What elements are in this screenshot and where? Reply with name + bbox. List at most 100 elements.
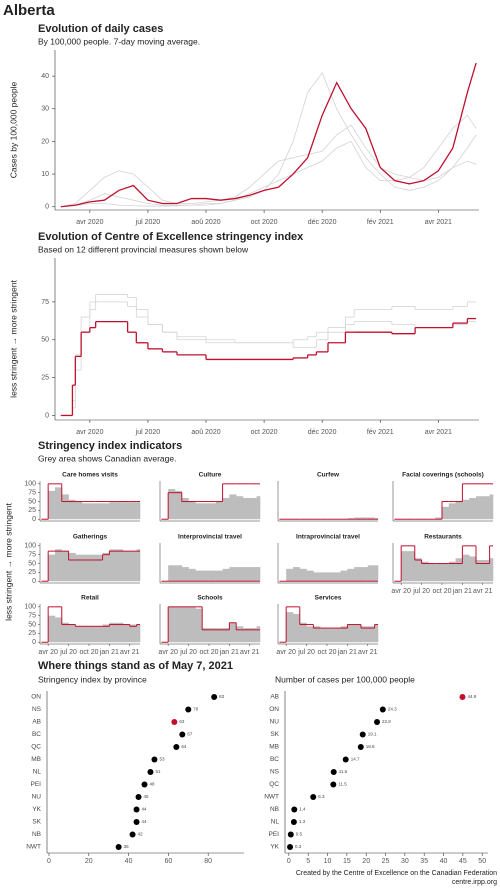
average-area	[462, 554, 470, 582]
average-area	[116, 549, 124, 582]
average-area	[441, 563, 450, 582]
panel-title: Culture	[199, 472, 222, 479]
average-area	[333, 628, 341, 643]
y-tick-label: 100	[24, 604, 36, 611]
average-area	[256, 626, 261, 643]
value-label: 11.5	[338, 782, 347, 787]
value-label: 1.4	[299, 807, 306, 812]
average-area	[136, 549, 141, 582]
x-tick-label: 50	[478, 858, 486, 865]
x-tick-label: déc 2020	[308, 219, 337, 226]
average-area	[401, 551, 409, 582]
dot	[459, 694, 466, 700]
x-tick-label: fév 2021	[367, 219, 394, 226]
average-area	[313, 626, 321, 643]
average-area	[340, 626, 348, 643]
average-area	[188, 501, 196, 520]
average-area	[354, 567, 362, 582]
series-line	[60, 62, 477, 208]
value-label: 42	[138, 832, 144, 837]
x-tick-label: 40	[125, 858, 133, 865]
series-line	[60, 124, 477, 208]
value-label: 6.3	[318, 794, 325, 799]
value-label: 64	[181, 744, 187, 749]
y-tick-label: 25	[28, 569, 36, 576]
average-area	[229, 494, 237, 520]
dot	[141, 781, 148, 788]
average-area	[215, 570, 223, 582]
average-area	[129, 502, 137, 520]
average-area	[292, 613, 301, 643]
chart-title: Stringency index indicators	[38, 440, 182, 452]
average-area	[116, 502, 124, 520]
average-area	[407, 551, 416, 582]
category-label: PEI	[269, 831, 280, 838]
category-label: NL	[271, 819, 280, 826]
x-tick-label: avr 20	[38, 649, 58, 656]
panel-title: Interprovincial travel	[178, 534, 242, 541]
average-area	[299, 568, 307, 582]
average-area	[195, 570, 203, 582]
dot	[115, 844, 122, 850]
average-area	[181, 567, 189, 582]
average-area	[326, 572, 335, 582]
category-label: YK	[32, 806, 41, 813]
category-label: MB	[31, 756, 41, 763]
average-area	[489, 558, 494, 582]
average-area	[82, 554, 90, 582]
average-area	[229, 622, 237, 643]
average-area	[174, 565, 183, 582]
average-area	[129, 551, 137, 582]
average-area	[249, 567, 257, 582]
category-label: NU	[270, 719, 280, 726]
average-area	[475, 496, 484, 520]
dot	[379, 706, 386, 713]
x-tick-label: jan 21	[337, 649, 357, 656]
category-label: QC	[269, 781, 279, 788]
x-tick-label: jul 20	[179, 649, 197, 656]
average-area	[122, 551, 131, 582]
average-area	[306, 570, 314, 582]
average-area	[441, 506, 450, 520]
category-label: SK	[270, 731, 279, 738]
y-tick-label: 10	[41, 171, 49, 178]
x-tick-label: avr 2020	[76, 429, 103, 436]
dot	[310, 794, 317, 800]
dot	[291, 806, 298, 813]
y-axis-label: Cases by 100,000 people	[8, 82, 18, 179]
x-tick-label: 20	[85, 858, 93, 865]
average-area	[181, 606, 189, 643]
average-area	[469, 556, 477, 582]
average-area	[102, 503, 110, 520]
average-area	[215, 501, 223, 520]
dot	[133, 819, 140, 825]
x-tick-label: 20	[362, 858, 370, 865]
average-area	[48, 490, 56, 520]
chart-subtitle: By 100,000 people. 7-day moving average.	[38, 36, 200, 46]
average-area	[95, 554, 103, 582]
average-area	[320, 572, 328, 582]
value-label: 45	[144, 794, 150, 799]
dot	[133, 806, 140, 813]
dot	[135, 794, 142, 800]
x-tick-label: aoû 2020	[191, 219, 220, 226]
average-area	[374, 518, 379, 520]
x-tick-label: jan 21	[99, 649, 119, 656]
average-area	[469, 497, 477, 520]
average-area	[61, 494, 69, 520]
category-label: NS	[270, 769, 280, 776]
value-label: 44	[142, 807, 148, 812]
y-tick-label: 100	[24, 543, 36, 550]
average-area	[202, 570, 210, 582]
average-area	[347, 568, 355, 582]
value-label: 70	[193, 707, 199, 712]
y-tick-label: 75	[28, 490, 36, 497]
chart-title: Evolution of daily cases	[38, 23, 163, 35]
category-label: NS	[32, 706, 42, 713]
average-area	[109, 622, 117, 643]
y-tick-label: 25	[28, 630, 36, 637]
y-tick-label: 30	[41, 106, 49, 113]
average-area	[136, 502, 141, 520]
credit: Created by the Centre of Excellence on t…	[296, 870, 497, 877]
